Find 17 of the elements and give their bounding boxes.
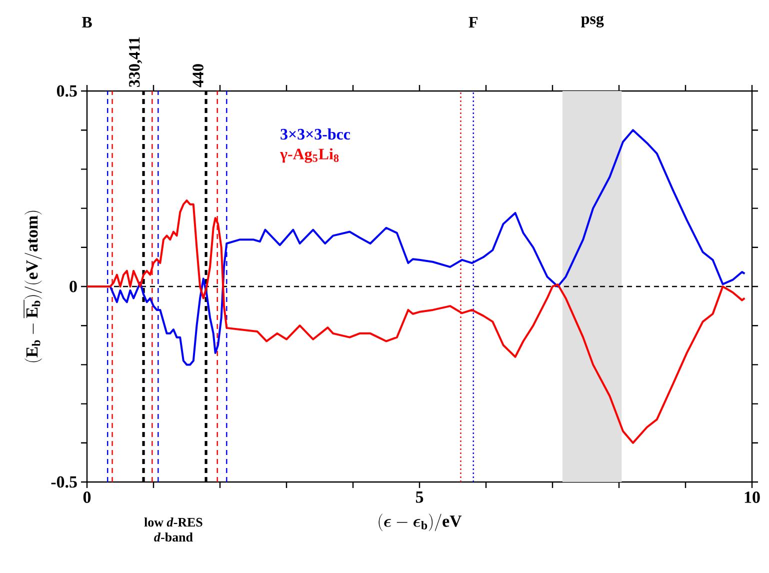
text: γ-Ag$_{5}$Li$_{8}$ — [280, 148, 339, 163]
y-tick-label: 0.5 — [56, 85, 77, 97]
text: low d-RES — [144, 518, 202, 527]
x-tick-label: 5 — [416, 492, 424, 503]
text: psg — [581, 16, 604, 28]
x-tick-label: 0 — [83, 492, 91, 503]
text: 440 — [192, 64, 204, 88]
y-tick-label: 0 — [70, 280, 77, 292]
x-tick-label: 10 — [744, 492, 760, 503]
text: F — [468, 17, 478, 28]
text: d-band — [154, 532, 193, 542]
text: 3×3×3-bcc — [280, 128, 350, 140]
x-axis-title: $(\boldsymbol{\epsilon} - \boldsymbol{\epsilon}_{\mathbf{b}})/\mathbf{eV}$ — [378, 514, 462, 531]
text: B — [82, 16, 92, 28]
y-axis-title: $\mathbf{(E_b - \overline{E_b})/(eV/atom)}$ — [24, 210, 42, 362]
y-tick-label: -0.5 — [51, 476, 77, 488]
text: 330,411 — [129, 37, 142, 87]
